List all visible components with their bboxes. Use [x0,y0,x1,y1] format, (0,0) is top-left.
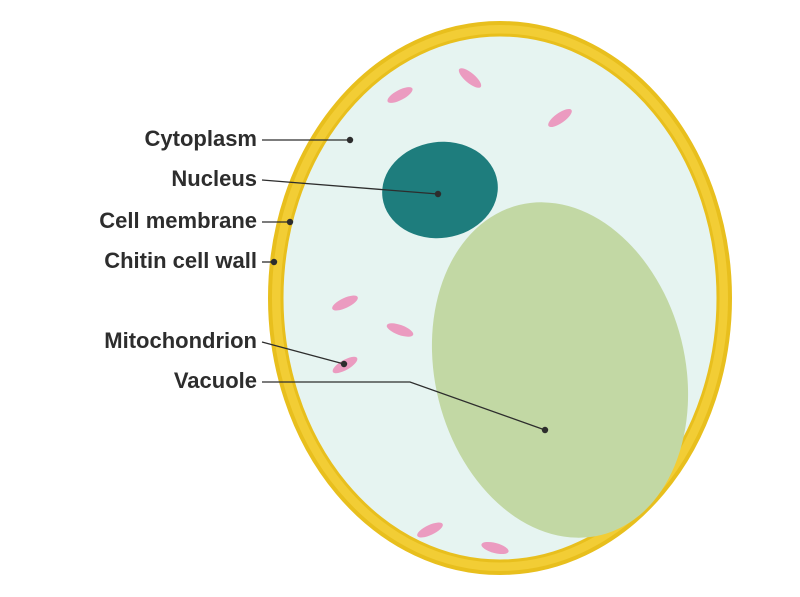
label-cytoplasm: Cytoplasm [145,126,257,151]
label-mito: Mitochondrion [104,328,257,353]
leader-dot-cytoplasm [347,137,353,143]
leader-dot-nucleus [435,191,441,197]
label-wall: Chitin cell wall [104,248,257,273]
leader-dot-vacuole [542,427,548,433]
leader-dot-mito [341,361,347,367]
cell-diagram: Cytoplasm Nucleus Cell membrane Chitin cell… [0,0,800,597]
label-vacuole: Vacuole [174,368,257,393]
leader-dot-membrane [287,219,293,225]
label-membrane: Cell membrane [99,208,257,233]
label-nucleus: Nucleus [171,166,257,191]
leader-dot-wall [271,259,277,265]
